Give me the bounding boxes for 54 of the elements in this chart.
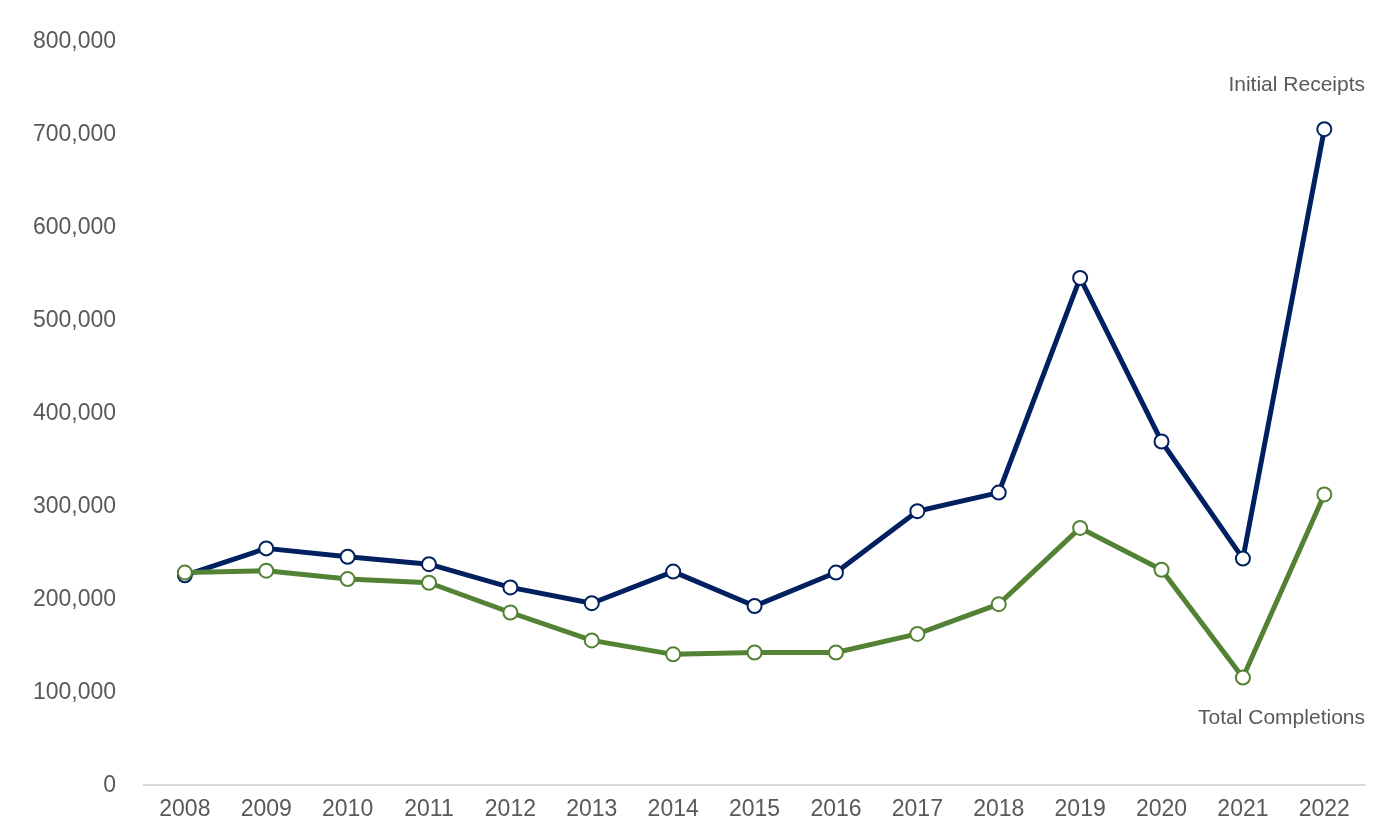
x-tick-label: 2022 bbox=[1298, 794, 1350, 821]
point bbox=[258, 540, 275, 557]
x-tick-label: 2014 bbox=[647, 794, 699, 821]
y-tick-label: 700,000 bbox=[33, 120, 117, 147]
point bbox=[990, 484, 1007, 501]
point bbox=[1072, 519, 1089, 536]
y-tick-label: 800,000 bbox=[33, 27, 117, 54]
y-tick-label: 0 bbox=[103, 770, 117, 797]
x-tick-label: 2009 bbox=[240, 794, 292, 821]
y-tick-label: 100,000 bbox=[33, 677, 117, 704]
point bbox=[583, 632, 600, 649]
point bbox=[1316, 486, 1333, 503]
y-tick-label: 300,000 bbox=[33, 491, 117, 518]
point bbox=[258, 562, 275, 579]
point bbox=[421, 556, 438, 573]
x-tick-label: 2017 bbox=[891, 794, 943, 821]
x-tick-label: 2015 bbox=[728, 794, 781, 821]
point bbox=[1153, 561, 1170, 578]
point bbox=[1153, 433, 1170, 450]
x-tick-label: 2021 bbox=[1217, 794, 1269, 821]
point bbox=[746, 598, 763, 615]
x-tick-label: 2019 bbox=[1054, 794, 1106, 821]
y-tick-label: 600,000 bbox=[33, 213, 117, 240]
y-tick-label: 200,000 bbox=[33, 584, 117, 611]
point bbox=[665, 563, 682, 580]
point bbox=[665, 646, 682, 663]
point bbox=[990, 596, 1007, 613]
x-tick-label: 2013 bbox=[566, 794, 618, 821]
point bbox=[1234, 550, 1251, 567]
point bbox=[1072, 269, 1089, 286]
x-tick-label: 2020 bbox=[1135, 794, 1188, 821]
point bbox=[583, 595, 600, 612]
y-tick-label: 500,000 bbox=[33, 305, 117, 332]
point bbox=[339, 548, 356, 565]
x-tick-label: 2008 bbox=[159, 794, 211, 821]
point bbox=[909, 625, 926, 642]
point bbox=[1316, 121, 1333, 138]
point bbox=[502, 604, 519, 621]
point bbox=[1234, 669, 1251, 686]
text: Initial Receipts bbox=[1228, 72, 1365, 96]
point bbox=[421, 574, 438, 591]
point bbox=[502, 579, 519, 596]
point bbox=[827, 644, 844, 661]
x-tick-label: 2016 bbox=[810, 794, 862, 821]
x-tick-label: 2011 bbox=[404, 794, 454, 821]
x-tick-label: 2012 bbox=[484, 794, 536, 821]
point bbox=[746, 644, 763, 661]
point bbox=[909, 503, 926, 520]
point bbox=[827, 564, 844, 581]
text: Total Completions bbox=[1198, 704, 1365, 728]
y-tick-label: 400,000 bbox=[33, 398, 117, 425]
point bbox=[339, 571, 356, 588]
x-tick-label: 2010 bbox=[322, 794, 374, 821]
x-tick-label: 2018 bbox=[973, 794, 1025, 821]
